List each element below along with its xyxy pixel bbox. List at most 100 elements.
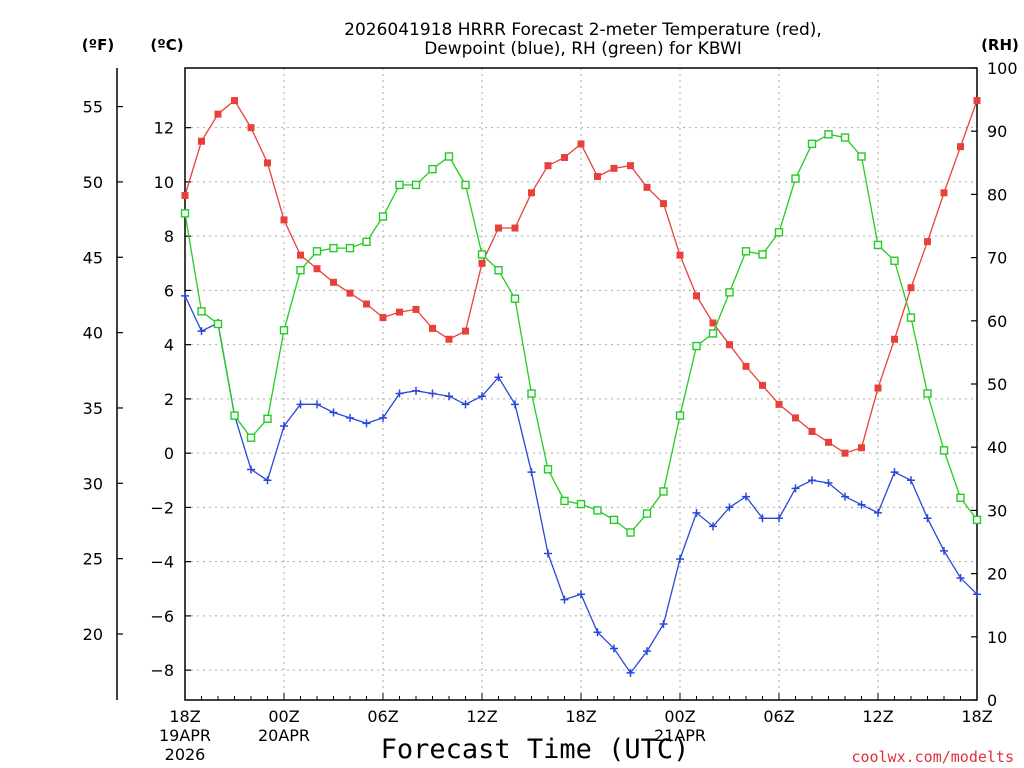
rh-tick-label: 30 bbox=[987, 501, 1007, 520]
time-tick-label: 06Z bbox=[367, 707, 398, 726]
temperature-data-point bbox=[544, 162, 552, 170]
temperature-data-point bbox=[726, 341, 733, 349]
time-tick-label: 12Z bbox=[466, 707, 497, 726]
temperature-data-point bbox=[924, 238, 931, 246]
rh-data-point bbox=[708, 329, 718, 338]
time-tick-label: 20APR bbox=[258, 726, 310, 745]
fahrenheit-tick-label: 35 bbox=[83, 399, 103, 418]
temperature-data-point bbox=[891, 335, 898, 343]
celsius-tick-label: −8 bbox=[150, 661, 174, 680]
rh-data-point bbox=[972, 515, 982, 525]
rh-data-point bbox=[395, 180, 404, 190]
temperature-data-point bbox=[957, 143, 964, 151]
rh-data-point bbox=[527, 389, 536, 398]
data-series bbox=[180, 97, 982, 677]
rh-data-point bbox=[296, 266, 305, 275]
time-tick-label: 18Z bbox=[961, 707, 992, 726]
rh-data-point bbox=[824, 130, 833, 139]
rh-tick-label: 100 bbox=[987, 59, 1018, 78]
temperature-data-point bbox=[676, 251, 684, 259]
plot-frame bbox=[184, 67, 978, 701]
temperature-data-point bbox=[561, 154, 568, 162]
temperature-data-point bbox=[577, 140, 585, 148]
dewpoint-data-point bbox=[758, 514, 767, 523]
dewpoint-data-point bbox=[296, 400, 305, 409]
time-tick-label: 18Z bbox=[565, 707, 596, 726]
dewpoint-data-point bbox=[610, 644, 618, 653]
tick-labels: −8 −6 −4 −2 0 2 4 6 8 10 12 20 25 30 35 40 45 50 55 0 10 20 30… bbox=[83, 59, 1018, 764]
temperature-data-point bbox=[841, 449, 849, 457]
temperature-data-point bbox=[478, 259, 486, 267]
temperature-data-point bbox=[643, 183, 651, 191]
temperature-data-point bbox=[528, 189, 535, 197]
rh-tick-label: 50 bbox=[987, 375, 1007, 394]
temperature-data-point bbox=[709, 319, 717, 327]
credit-text: coolwx.com/modelts bbox=[851, 748, 1014, 766]
fahrenheit-tick-label: 20 bbox=[83, 625, 103, 644]
x-axis-label: Forecast Time (UTC) bbox=[381, 734, 690, 765]
dewpoint-data-point bbox=[428, 389, 437, 398]
rh-tick-label: 80 bbox=[987, 185, 1007, 204]
rh-axis-unit: (RH) bbox=[981, 36, 1019, 54]
temperature-data-point bbox=[313, 265, 321, 273]
celsius-tick-label: −4 bbox=[150, 553, 174, 572]
temperature-data-point bbox=[264, 159, 271, 167]
temperature-data-point bbox=[775, 400, 783, 408]
dewpoint-data-point bbox=[890, 468, 899, 477]
dewpoint-data-point bbox=[857, 500, 866, 509]
time-tick-label: 19APR bbox=[159, 726, 211, 745]
rh-data-point bbox=[411, 180, 421, 190]
rh-data-point bbox=[758, 250, 767, 259]
rh-tick-label: 40 bbox=[987, 438, 1007, 457]
temperature-data-point bbox=[495, 224, 502, 232]
temperature-data-point bbox=[214, 110, 222, 118]
rh-tick-label: 90 bbox=[987, 122, 1007, 141]
rh-data-point bbox=[890, 256, 899, 265]
rh-data-point bbox=[956, 493, 965, 502]
dewpoint-data-point bbox=[313, 400, 321, 409]
rh-data-point bbox=[279, 326, 289, 335]
dewpoint-data-point bbox=[808, 476, 816, 485]
celsius-tick-label: −6 bbox=[150, 607, 174, 626]
rh-data-point bbox=[444, 152, 454, 161]
temperature-data-point bbox=[808, 427, 816, 435]
rh-data-point bbox=[510, 294, 520, 303]
temperature-data-point bbox=[792, 414, 799, 422]
temperature-data-point bbox=[610, 164, 618, 172]
rh-data-point bbox=[791, 174, 800, 183]
rh-data-point bbox=[873, 240, 883, 250]
dewpoint-data-point bbox=[181, 291, 189, 300]
dewpoint-data-point bbox=[643, 647, 651, 656]
dewpoint-data-point bbox=[527, 468, 536, 477]
dewpoint-data-point bbox=[874, 508, 882, 517]
dewpoint-data-point bbox=[577, 590, 585, 599]
fahrenheit-tick-label: 30 bbox=[83, 474, 103, 493]
dewpoint-data-point bbox=[824, 479, 833, 488]
temperature-data-point bbox=[198, 137, 205, 145]
celsius-tick-label: −2 bbox=[150, 498, 174, 517]
temperature-data-point bbox=[693, 292, 700, 300]
dewpoint-data-point bbox=[280, 422, 288, 431]
rh-data-point bbox=[477, 250, 487, 259]
dewpoint-data-point bbox=[197, 327, 206, 336]
temperature-data-point bbox=[511, 224, 519, 232]
fahrenheit-tick-label: 50 bbox=[83, 173, 103, 192]
dewpoint-data-point bbox=[659, 620, 668, 629]
dewpoint-data-point bbox=[478, 392, 486, 401]
dewpoint-data-point bbox=[379, 413, 387, 422]
rh-data-point bbox=[197, 307, 206, 316]
temperature-data-point bbox=[231, 97, 238, 105]
celsius-tick-label: 0 bbox=[164, 444, 174, 463]
time-tick-label: 2026 bbox=[165, 745, 206, 764]
temperature-data-point bbox=[907, 284, 915, 292]
rh-data-point bbox=[312, 247, 322, 256]
dewpoint-data-point bbox=[841, 492, 849, 501]
time-tick-label: 00Z bbox=[664, 707, 695, 726]
time-tick-label: 12Z bbox=[862, 707, 893, 726]
dewpoint-data-point bbox=[247, 465, 255, 474]
dewpoint-data-point bbox=[362, 419, 371, 428]
temperature-data-point bbox=[759, 381, 766, 389]
temperature-data-point bbox=[280, 216, 288, 224]
rh-data-point bbox=[362, 237, 371, 247]
